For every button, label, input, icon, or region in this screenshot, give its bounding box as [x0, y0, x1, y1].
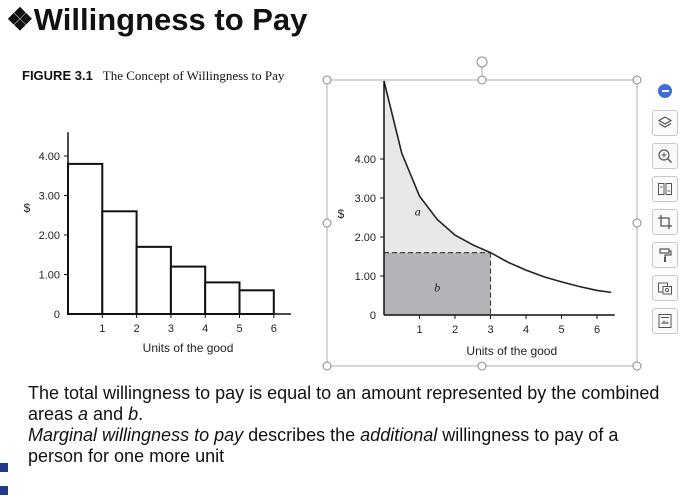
y-tick-label: 3.00: [39, 191, 60, 203]
bar: [204, 281, 241, 315]
area-b-label: b: [434, 281, 440, 295]
y-tick-label: 0: [370, 310, 376, 322]
marginal-text-1: describes the: [243, 425, 361, 445]
x-tick-label: 5: [558, 324, 564, 336]
x-tick-label: 3: [168, 323, 174, 335]
collapse-toolbar-button[interactable]: [658, 84, 672, 98]
bar: [135, 245, 172, 316]
resize-handle-bottom-left[interactable]: [322, 361, 332, 371]
figure-caption-text: The Concept of Willingness to Pay: [102, 68, 285, 83]
y-tick-label: 2.00: [39, 230, 60, 242]
crop-button[interactable]: [652, 209, 678, 235]
x-tick-label: 3: [487, 324, 493, 336]
y-tick-label: 4.00: [39, 151, 60, 163]
y-tick-label: 4.00: [355, 154, 376, 166]
minus-icon: [661, 90, 669, 92]
total-wtp-paragraph: The total willingness to pay is equal to…: [28, 383, 668, 425]
figure-caption: FIGURE 3.1 The Concept of Willingness to …: [22, 68, 284, 84]
x-axis-label: Units of the good: [143, 341, 234, 355]
x-tick-label: 5: [236, 323, 242, 335]
resize-handle-bottom-right[interactable]: [632, 361, 642, 371]
format-painter-button[interactable]: [652, 242, 678, 268]
area-b: [384, 252, 491, 315]
title-text: Willingness to Pay: [33, 2, 308, 37]
bullet-marker: [0, 463, 8, 472]
area-a-label: a: [415, 205, 421, 219]
marginal-wtp-term: Marginal willingness to pay: [28, 425, 244, 445]
body-text: The total willingness to pay is equal to…: [28, 383, 668, 467]
image-compare-button[interactable]: [652, 176, 678, 202]
y-tick-label: 3.00: [355, 193, 376, 205]
resize-handle-left[interactable]: [322, 218, 332, 228]
area-b-ref: b: [128, 404, 139, 424]
total-wtp-text: The total willingness to pay is equal to…: [28, 383, 660, 424]
demand-curve: [383, 80, 612, 294]
area-a: [384, 81, 491, 253]
screenshot-button[interactable]: [652, 275, 678, 301]
x-tick-label: 2: [134, 323, 140, 335]
marginal-text-2: willingness to pay of a person for one m…: [28, 425, 619, 466]
period-text: .: [138, 404, 144, 424]
x-axis-label: Units of the good: [466, 344, 557, 358]
crop-icon: [658, 215, 672, 229]
image-compare-icon: [658, 183, 672, 195]
x-tick-label: 6: [271, 323, 277, 335]
selection-frame[interactable]: [326, 79, 638, 367]
y-tick-label: 1.00: [39, 270, 60, 282]
title-bullet: ❖: [6, 2, 34, 37]
additional-term: additional: [360, 425, 438, 445]
resize-handle-right[interactable]: [632, 218, 642, 228]
y-tick-label: 2.00: [355, 232, 376, 244]
bar: [238, 289, 275, 315]
layers-icon: [657, 116, 673, 128]
figure-number: FIGURE 3.1: [22, 68, 93, 83]
bar-chart: 0 1.00 2.00 3.00 4.00 1 2 3 4 5 6 $ Units of the goo…: [24, 132, 291, 355]
bar: [101, 210, 138, 315]
y-axis-label: $: [338, 207, 345, 221]
bar: [169, 265, 207, 316]
y-tick-label: 0: [54, 309, 60, 321]
x-tick-label: 1: [416, 324, 422, 336]
x-tick-label: 4: [523, 324, 529, 336]
slide-title: ❖Willingness to Pay: [6, 2, 307, 38]
screenshot-icon: [658, 282, 672, 295]
image-toolbar: [652, 84, 682, 341]
marginal-wtp-paragraph: Marginal willingness to pay describes th…: [28, 425, 668, 467]
format-painter-icon: [659, 248, 672, 262]
resize-handle-bottom[interactable]: [477, 361, 487, 371]
bullet-marker: [0, 486, 8, 495]
demand-curve-chart: 0 1.00 2.00 3.00 4.00 1 2 3 4 5 6 $ Units of the goo…: [338, 80, 615, 358]
rotate-handle[interactable]: [476, 56, 488, 68]
layers-button[interactable]: [652, 110, 678, 136]
resize-handle-top[interactable]: [477, 75, 487, 85]
x-tick-label: 2: [452, 324, 458, 336]
area-a-ref: a: [78, 404, 89, 424]
y-tick-label: 1.00: [355, 271, 376, 283]
image-text-button[interactable]: [652, 308, 678, 334]
resize-handle-top-right[interactable]: [632, 75, 642, 85]
resize-handle-top-left[interactable]: [322, 75, 332, 85]
bar: [67, 162, 104, 315]
y-axis-label: $: [24, 201, 31, 215]
x-tick-label: 6: [594, 324, 600, 336]
image-text-icon: [658, 314, 672, 328]
and-text: and: [88, 404, 129, 424]
x-tick-label: 1: [99, 323, 105, 335]
zoom-in-icon: [658, 149, 672, 163]
x-tick-label: 4: [202, 323, 208, 335]
zoom-in-button[interactable]: [652, 143, 678, 169]
